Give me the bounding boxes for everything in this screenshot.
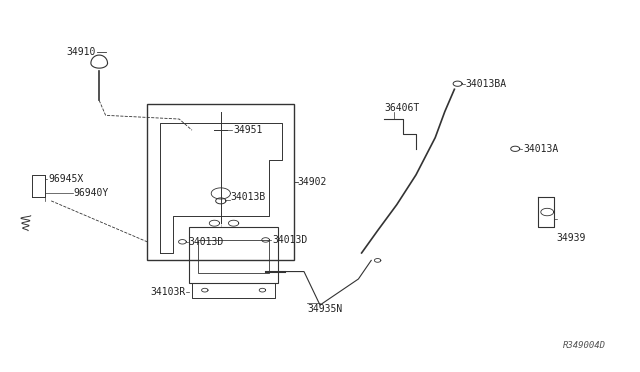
Text: 34103R: 34103R (150, 287, 186, 297)
Text: 34013D: 34013D (272, 235, 307, 245)
Text: 34013BA: 34013BA (465, 79, 506, 89)
Bar (147, 104, 294, 260)
Text: 34902: 34902 (298, 177, 327, 187)
Bar (198, 240, 269, 273)
Text: 34935N: 34935N (307, 304, 342, 314)
Text: 34939: 34939 (557, 232, 586, 243)
Text: 96940Y: 96940Y (74, 189, 109, 198)
Bar (189, 227, 278, 283)
Text: 96945X: 96945X (48, 174, 83, 183)
Text: R349004D: R349004D (563, 341, 606, 350)
Text: 34910: 34910 (67, 47, 96, 57)
Text: 36406T: 36406T (384, 103, 419, 113)
Text: 34013B: 34013B (230, 192, 266, 202)
Text: 34951: 34951 (234, 125, 263, 135)
Text: 34013D: 34013D (189, 237, 224, 247)
Text: 34013A: 34013A (523, 144, 558, 154)
